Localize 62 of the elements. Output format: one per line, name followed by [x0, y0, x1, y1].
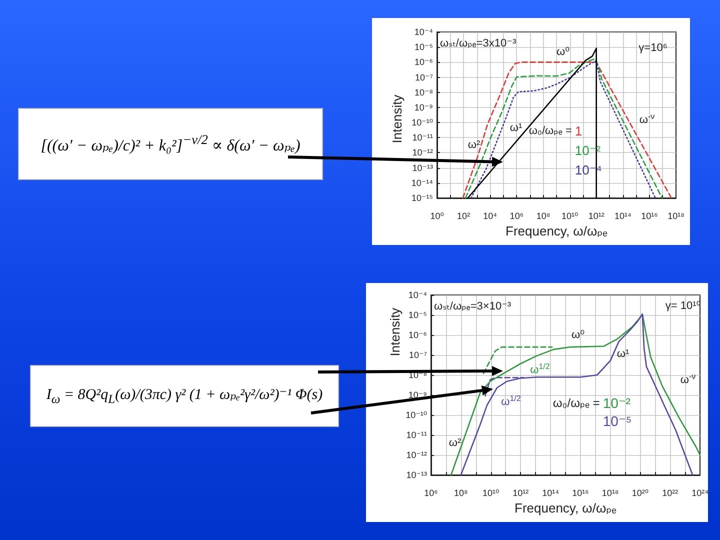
- annotation: ω⁰: [572, 329, 586, 341]
- x-tick-label: 10¹⁶: [641, 211, 658, 221]
- y-tick-label: 10⁻⁴: [408, 290, 428, 300]
- legend-title: ω₀/ωₚₑ =: [552, 396, 600, 410]
- y-tick-label: 10⁻⁷: [414, 72, 433, 82]
- y-tick-label: 10⁻¹³: [406, 470, 427, 480]
- y-axis-title: Intensity: [388, 307, 402, 356]
- x-tick-label: 10⁴: [483, 211, 498, 221]
- y-tick-label: 10⁻⁵: [414, 42, 434, 52]
- x-tick-label: 10²²: [662, 488, 678, 498]
- chart-title: ωₛₜ/ωₚₑ=3×10⁻³: [434, 300, 512, 312]
- x-tick-label: 10¹²: [588, 211, 604, 221]
- y-tick-label: 10⁻⁶: [414, 57, 434, 68]
- annotation: ω²: [448, 437, 462, 449]
- text: I$_{ω}$ = 8Q²q$_{L}$(ω)/(3πc) γ² (1 + ωₚₑ²γ²/ω²)⁻¹ Φ(s): [46, 386, 323, 407]
- x-tick-label: 10¹²: [512, 488, 529, 498]
- y-tick-label: 10⁻⁵: [408, 310, 428, 320]
- y-tick-label: 10⁻¹⁴: [411, 178, 434, 188]
- annotation: ω¹: [510, 122, 522, 134]
- legend-title: ω₀/ωₚₑ =: [528, 125, 572, 137]
- x-axis-title: Frequency, ω/ωₚₑ: [514, 500, 617, 516]
- y-tick-label: 10⁻¹⁰: [406, 410, 428, 420]
- annotation: ω²: [468, 139, 480, 151]
- x-tick-label: 10²⁰: [632, 488, 649, 498]
- x-tick-label: 10⁶: [424, 488, 438, 498]
- y-tick-label: 10⁻¹⁰: [412, 118, 434, 128]
- text: ωₛₜ/ωₚₑ=3x10⁻³: [440, 38, 516, 50]
- text: 10⁻⁵: [602, 412, 632, 429]
- x-tick-label: 10⁸: [454, 488, 468, 498]
- x-tick-label: 10¹⁸: [668, 211, 685, 221]
- text: 10⁻²: [602, 394, 631, 411]
- annotation: γ=10⁶: [638, 42, 668, 54]
- x-tick-label: 10¹⁴: [542, 488, 560, 498]
- x-tick-label: 10¹⁰: [561, 211, 578, 221]
- annotation: ω⁰: [556, 46, 570, 58]
- y-tick-label: 10⁻¹⁵: [412, 193, 434, 203]
- x-tick-label: 10¹⁶: [572, 488, 590, 498]
- text: [((ω′ − ωₚₑ)/c)² + k₀²]$^{−ν/2}$ ∝ δ(ω′ − ωₚₑ): [40, 132, 300, 156]
- annotation: γ= 10¹⁰: [665, 300, 702, 312]
- y-tick-label: 10⁻¹²: [406, 450, 427, 460]
- x-tick-label: 10⁶: [510, 211, 524, 221]
- y-tick-label: 10⁻¹¹: [406, 430, 427, 440]
- text: 1: [574, 124, 582, 138]
- x-tick-label: 10⁰: [430, 211, 444, 221]
- y-tick-label: 10⁻⁷: [408, 350, 427, 360]
- x-tick-label: 10²⁴: [692, 488, 709, 498]
- y-tick-label: 10⁻⁹: [414, 102, 434, 112]
- x-tick-label: 10⁸: [536, 211, 550, 221]
- x-axis-title: Frequency, ω/ωₚₑ: [506, 224, 608, 238]
- x-tick-label: 10¹⁰: [482, 488, 500, 498]
- y-tick-label: 10⁻⁴: [414, 27, 434, 37]
- y-tick-label: 10⁻⁶: [408, 330, 428, 340]
- y-tick-label: 10⁻¹²: [412, 148, 433, 158]
- x-tick-label: 10¹⁸: [602, 488, 619, 498]
- y-tick-label: 10⁻⁸: [414, 87, 434, 98]
- y-tick-label: 10⁻¹¹: [412, 132, 433, 143]
- annotation: ω¹: [616, 348, 630, 360]
- y-tick-label: 10⁻¹³: [412, 162, 433, 173]
- y-axis-title: Intensity: [390, 94, 404, 144]
- x-tick-label: 10²: [457, 211, 470, 221]
- x-tick-label: 10¹⁴: [614, 211, 632, 221]
- y-tick-label: 10⁻⁹: [408, 390, 428, 400]
